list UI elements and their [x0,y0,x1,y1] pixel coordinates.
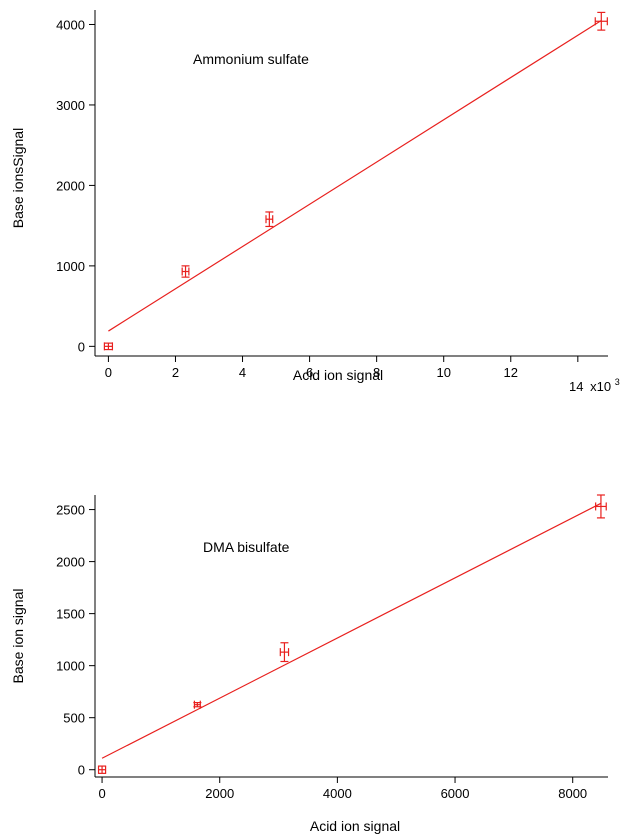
data-point [594,11,608,31]
x-tick-label: 2 [172,365,179,380]
x-axis-label-2: Acid ion signal [310,818,400,834]
y-tick-label: 4000 [56,17,85,32]
y-tick-label: 2000 [56,178,85,193]
data-point [265,211,274,228]
y-tick-label: 1000 [56,259,85,274]
y-tick-label: 0 [78,763,85,778]
x-tick-label: 8 [373,365,380,380]
data-point [97,765,107,774]
fit-line-2 [101,502,602,759]
x-tick-label: 10 [436,365,450,380]
x-axis-label-1: Acid ion signal [293,367,383,383]
y-tick-label: 500 [63,711,85,726]
x-tick-label: 4000 [323,786,352,801]
x-tick-label: 12 [504,365,518,380]
y-tick-label: 3000 [56,98,85,113]
data-point [103,342,114,351]
y-tick-label: 1500 [56,607,85,622]
data-point [181,265,190,278]
x-tick-label: 0 [98,786,105,801]
x-tick-label: 6 [306,365,313,380]
data-point [279,642,290,663]
x-tick-label: 8000 [558,786,587,801]
data-points-2 [97,494,607,774]
data-point [595,494,607,519]
chart-dma-bisulfate: 0 2000 4000 6000 8000 0 500 1000 1500 2000 2500 D… [10,494,608,834]
x-ticks-2: 0 2000 4000 6000 8000 [98,777,587,801]
annotation-1: Ammonium sulfate [193,51,309,67]
fit-line-1 [108,19,602,332]
data-points-1 [103,11,608,351]
y-ticks-1: 0 1000 2000 3000 4000 [56,17,95,354]
x-tick-label: 6000 [441,786,470,801]
annotation-2: DMA bisulfate [203,539,290,555]
y-tick-label: 2000 [56,555,85,570]
y-tick-label: 1000 [56,659,85,674]
y-ticks-2: 0 500 1000 1500 2000 2500 [56,503,95,778]
y-tick-label: 2500 [56,503,85,518]
x-ticks-1: 0 2 4 6 8 10 12 [105,356,579,380]
x-tick-label: 4 [239,365,246,380]
x-multiplier-1: 14 x10 3 [569,377,620,394]
y-axis-label-1: Base ionsSignal [10,128,26,228]
y-axis-label-2: Base ion signal [10,589,26,684]
x-tick-label: 2000 [205,786,234,801]
data-point [193,700,202,709]
y-tick-label: 0 [78,339,85,354]
x-tick-label: 0 [105,365,112,380]
chart-ammonium-sulfate: 0 2 4 6 8 10 12 0 1000 2000 3000 4000 Ammonium sul… [10,10,620,394]
